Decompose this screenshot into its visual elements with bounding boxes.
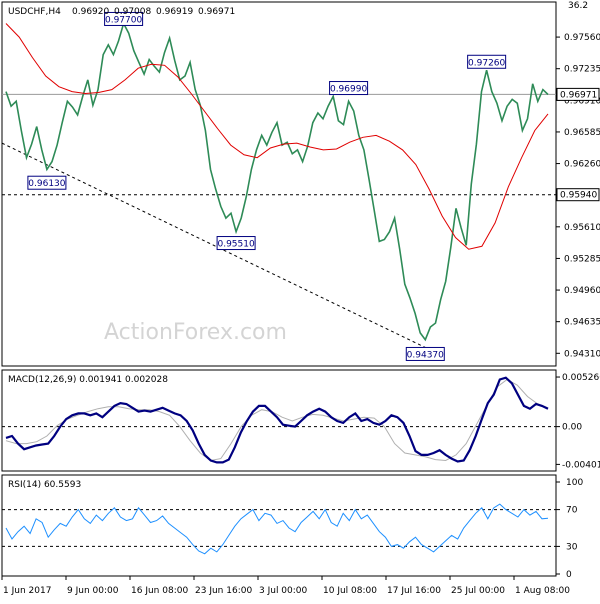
swing-label-1: 0.96130: [27, 175, 67, 190]
rsi-y-tick-label: 70: [566, 506, 578, 516]
price-header-open: 0.96920: [72, 7, 109, 17]
x-tick-label: 1 Aug 08:00: [515, 586, 570, 596]
price-header-low: 0.96919: [156, 7, 193, 17]
swing-label-box: [405, 346, 445, 361]
rsi-line: [5, 503, 549, 555]
price-y-tick-label: 0.96585: [564, 128, 600, 138]
swing-label-box: [467, 54, 507, 69]
price-panel-frame: [1, 1, 557, 367]
level-price-text: 0.95940: [560, 191, 597, 201]
price-y-tick-label: 0.94960: [564, 286, 600, 296]
x-tick-label: 3 Jul 00:00: [259, 586, 308, 596]
rsi-panel-frame: [1, 474, 557, 577]
rsi-level-lines: [2, 509, 556, 547]
swing-label-text: 0.94370: [407, 350, 444, 360]
swing-label-box: [104, 11, 144, 26]
macd-series: [5, 376, 549, 464]
x-axis: 1 Jun 2017 9 Jun 00:00 16 Jun 08:00 23 Jun …: [1, 576, 570, 596]
macd-y-tick-label: 0.005266: [562, 373, 600, 383]
price-header-high: 0.97008: [114, 7, 151, 17]
swing-label-text: 0.97260: [468, 58, 505, 68]
price-series: [5, 21, 549, 342]
trendline: [1, 142, 426, 348]
price-panel: ActionForex.com 0.977000.961300.955100.9…: [1, 1, 600, 367]
price-y-tick-label: 0.96260: [564, 160, 600, 170]
swing-label-box: [216, 236, 256, 251]
macd-y-tick-label: 0.00: [562, 423, 582, 433]
macd-panel: MACD(12,26,9) 0.001941 0.002028 0.005266…: [1, 369, 600, 472]
rsi-y-tick-label: 0: [566, 570, 572, 580]
rsi-series: [5, 503, 549, 555]
price-y-tick-label: 0.97235: [564, 65, 600, 75]
price-current-marker: 0.96971 0.95940: [556, 87, 600, 202]
price-y-tick-label: 0.97560: [564, 33, 600, 43]
swing-label-text: 0.97700: [105, 15, 142, 25]
x-tick-label: 17 Jul 16:00: [387, 586, 441, 596]
price-bars-series: [5, 21, 549, 342]
macd-label: MACD(12,26,9) 0.001941 0.002028: [8, 375, 168, 385]
price-header-symbol: USDCHF,H4: [8, 7, 61, 17]
level-price-tag: [556, 188, 600, 202]
price-corner-text: 36.2: [568, 1, 588, 11]
swing-label-5: 0.94370: [405, 346, 445, 361]
swing-label-0: 0.97700: [104, 11, 144, 26]
swing-label-text: 0.96130: [28, 179, 65, 189]
x-tick-label: 10 Jul 08:00: [323, 586, 377, 596]
swing-label-3: 0.96990: [329, 81, 369, 96]
price-y-tick-label: 0.94635: [564, 318, 600, 328]
rsi-panel: RSI(14) 60.5593 100 70 30 0: [1, 474, 583, 580]
swing-label-2: 0.95510: [216, 236, 256, 251]
macd-signal-line: [5, 378, 549, 462]
price-header-close: 0.96971: [198, 7, 235, 17]
watermark: ActionForex.com: [104, 320, 287, 345]
rsi-y-axis: 100 70 30 0: [556, 478, 583, 580]
swing-label-text: 0.96990: [330, 85, 367, 95]
macd-y-axis: 0.005266 0.00 -0.004011: [556, 373, 600, 470]
rsi-label: RSI(14) 60.5593: [8, 480, 81, 490]
x-tick-label: 9 Jun 00:00: [67, 586, 119, 596]
price-y-axis: 0.97560 0.97235 0.96910 0.96585 0.96260 0.956…: [556, 33, 600, 359]
current-price-tag: [556, 87, 600, 101]
price-y-tick-label: 0.95285: [564, 254, 600, 264]
current-price-text: 0.96971: [560, 90, 597, 100]
price-y-tick-label: 0.96910: [564, 96, 600, 106]
x-tick-label: 16 Jun 08:00: [131, 586, 188, 596]
price-annotations: 0.97700 0.96130 0.95510 0.96990 0.97260 0.943…: [27, 11, 507, 361]
swing-label-text: 0.95510: [217, 240, 254, 250]
x-tick-label: 1 Jun 2017: [3, 586, 51, 596]
rsi-y-tick-label: 100: [566, 478, 583, 488]
swing-label-4: 0.97260: [467, 54, 507, 69]
price-y-tick-label: 0.94310: [564, 349, 600, 359]
macd-y-tick-label: -0.004011: [562, 460, 600, 470]
x-tick-label: 25 Jul 00:00: [451, 586, 505, 596]
moving-average-line: [5, 23, 549, 250]
trendline-dotted: [1, 142, 426, 348]
x-tick-label: 23 Jun 16:00: [195, 586, 252, 596]
macd-main-line: [5, 376, 549, 464]
swing-label-box: [329, 81, 369, 96]
swing-label-box: [27, 175, 67, 190]
rsi-y-tick-label: 30: [566, 542, 578, 552]
price-y-tick-label: 0.95610: [564, 223, 600, 233]
price-gridlines: [2, 93, 556, 196]
